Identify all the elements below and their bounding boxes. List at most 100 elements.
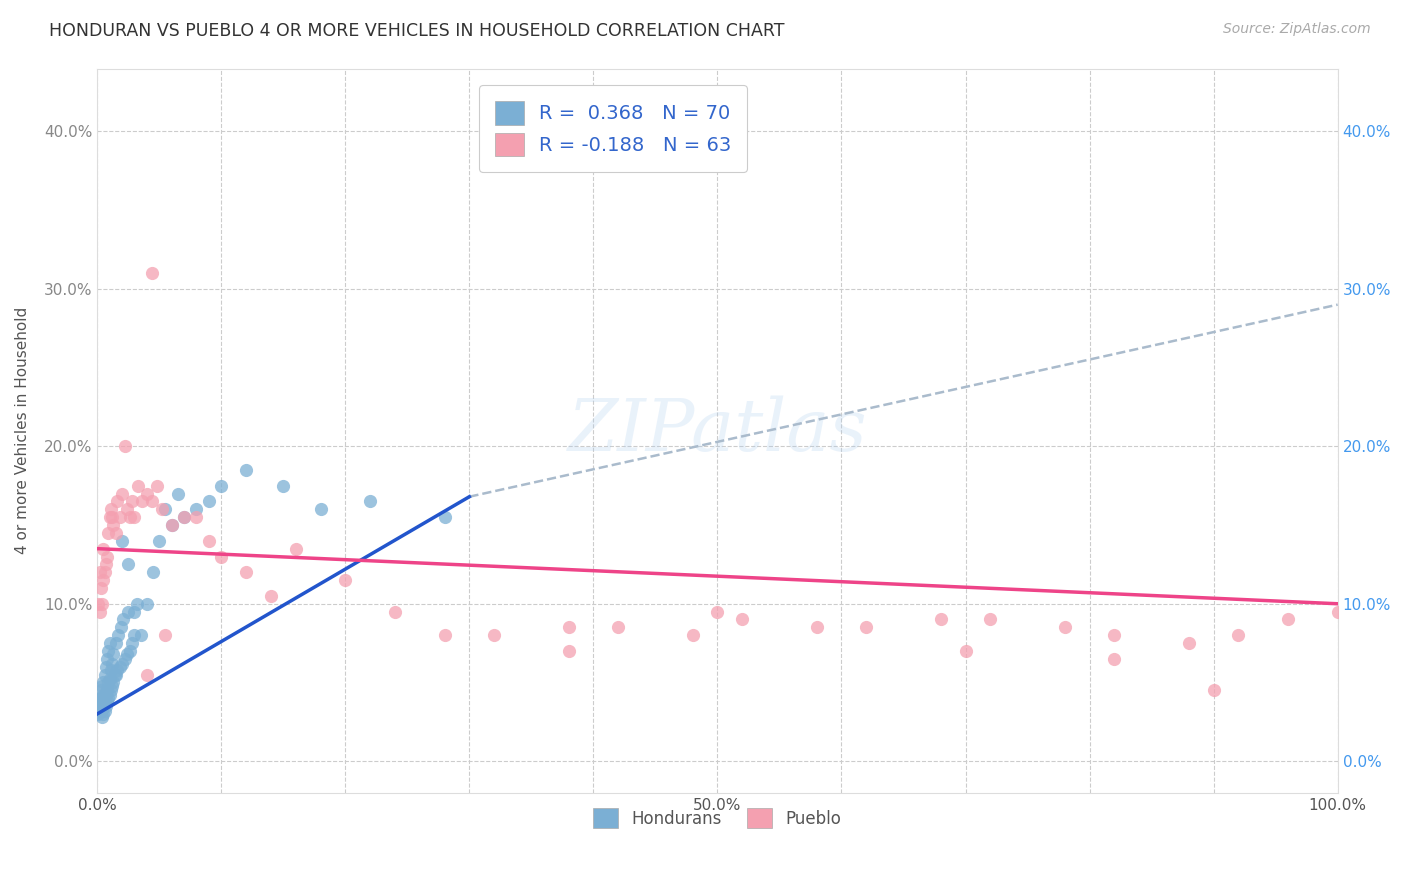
Point [855, 620, 877, 634]
Point [186, 510, 208, 524]
Point [235, 463, 257, 477]
Point [104, 636, 127, 650]
Point [186, 502, 208, 516]
Point [101, 679, 124, 693]
Point [103, 518, 125, 533]
Point [150, 502, 173, 516]
Point [94, 688, 117, 702]
Point [160, 518, 183, 533]
Point [682, 628, 704, 642]
Point [1227, 628, 1250, 642]
Point [359, 494, 381, 508]
Point [111, 657, 134, 671]
Point [198, 494, 221, 508]
Point [284, 541, 307, 556]
Point [135, 597, 157, 611]
Point [131, 494, 153, 508]
Point [433, 510, 456, 524]
Point [1104, 652, 1126, 666]
Point [482, 628, 505, 642]
Point [173, 510, 195, 524]
Point [155, 628, 177, 642]
Point [384, 605, 406, 619]
Point [108, 659, 131, 673]
Point [198, 533, 221, 548]
Point [235, 566, 257, 580]
Point [91, 679, 114, 693]
Point [98, 636, 121, 650]
Point [89, 605, 111, 619]
Point [309, 502, 332, 516]
Point [124, 510, 146, 524]
Point [260, 589, 283, 603]
Point [125, 597, 148, 611]
Point [607, 620, 630, 634]
Point [1104, 628, 1126, 642]
Point [100, 683, 122, 698]
Point [93, 675, 115, 690]
Point [91, 597, 114, 611]
Point [115, 647, 138, 661]
Point [91, 691, 114, 706]
Point [100, 502, 122, 516]
Text: ZIPatlas: ZIPatlas [568, 395, 868, 466]
Point [979, 612, 1001, 626]
Point [806, 620, 828, 634]
Point [105, 494, 128, 508]
Point [94, 699, 117, 714]
Point [98, 510, 121, 524]
Point [114, 652, 136, 666]
Point [93, 704, 115, 718]
Point [93, 699, 115, 714]
Point [98, 673, 121, 687]
Point [97, 691, 120, 706]
Point [129, 628, 152, 642]
Point [115, 502, 138, 516]
Point [87, 597, 110, 611]
Point [103, 647, 125, 661]
Point [89, 566, 111, 580]
Point [93, 573, 115, 587]
Point [101, 657, 124, 671]
Point [155, 502, 177, 516]
Point [90, 581, 112, 595]
Point [557, 644, 579, 658]
Point [90, 694, 112, 708]
Point [90, 704, 112, 718]
Point [96, 694, 118, 708]
Point [93, 541, 115, 556]
Point [93, 694, 115, 708]
Point [89, 699, 111, 714]
Point [124, 605, 146, 619]
Point [271, 478, 294, 492]
Point [209, 549, 232, 564]
Point [142, 566, 165, 580]
Point [111, 533, 134, 548]
Point [93, 667, 115, 681]
Point [94, 558, 117, 572]
Point [124, 628, 146, 642]
Text: Source: ZipAtlas.com: Source: ZipAtlas.com [1223, 22, 1371, 37]
Point [121, 636, 143, 650]
Point [1326, 605, 1348, 619]
Point [97, 675, 120, 690]
Point [111, 486, 134, 500]
Point [96, 652, 118, 666]
Point [167, 486, 190, 500]
Point [105, 663, 128, 677]
Point [108, 510, 131, 524]
Point [104, 667, 127, 681]
Point [107, 628, 129, 642]
Point [1178, 636, 1201, 650]
Point [135, 667, 157, 681]
Point [110, 620, 132, 634]
Point [335, 573, 357, 587]
Point [87, 706, 110, 721]
Point [160, 518, 183, 533]
Point [94, 659, 117, 673]
Point [91, 702, 114, 716]
Point [141, 266, 163, 280]
Point [706, 605, 728, 619]
Point [93, 688, 115, 702]
Legend: Hondurans, Pueblo: Hondurans, Pueblo [586, 801, 848, 835]
